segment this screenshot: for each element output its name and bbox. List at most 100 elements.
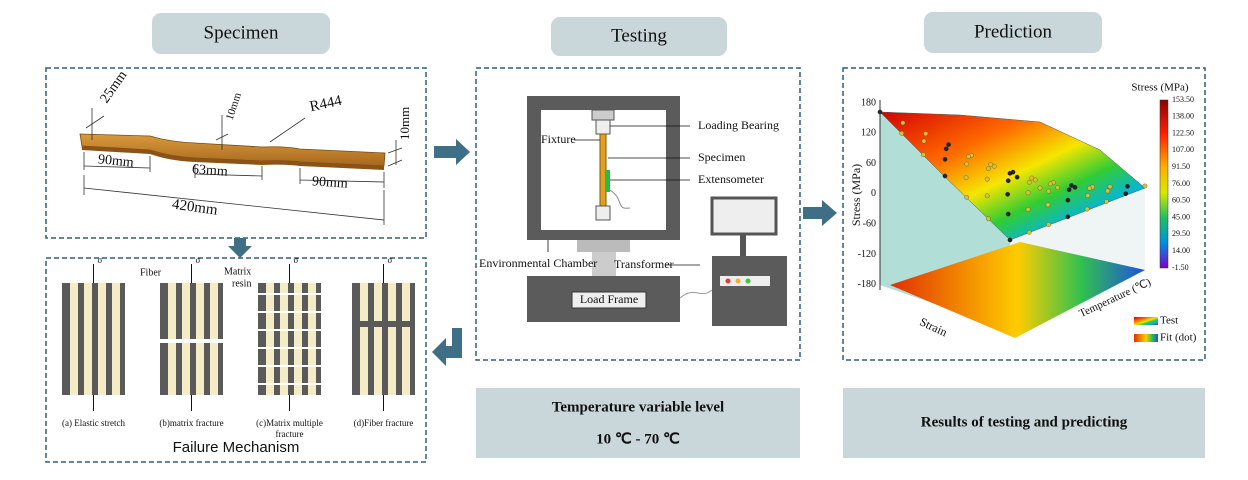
fiber (70, 283, 78, 395)
label: Loading Bearing (698, 118, 779, 132)
dot (1087, 185, 1092, 191)
label: resin (232, 278, 251, 289)
shape (299, 179, 385, 183)
failure-panels: σ (a) Elastic stretch σ (b)matrix fracture σ… (62, 255, 415, 439)
dot (1065, 197, 1071, 203)
dot (1048, 181, 1053, 187)
colorbar-tick-label: 138.00 (1172, 112, 1194, 121)
shape (83, 165, 151, 169)
surface (879, 111, 1146, 241)
dimension-label: 420mm (171, 197, 219, 219)
colorbar-tick-label: 45.00 (1172, 212, 1190, 221)
label: Transformer (614, 257, 674, 271)
crack (258, 293, 321, 295)
dot (1046, 188, 1051, 194)
z-tick-label: 120 (861, 128, 876, 139)
surface-plot (877, 99, 1169, 342)
header-pill (152, 13, 330, 54)
crack (258, 365, 321, 367)
cable (679, 289, 713, 299)
stress-symbol: σ (196, 255, 201, 265)
dot (1104, 199, 1109, 204)
shape (194, 173, 263, 177)
monitor-stand (740, 234, 746, 256)
specimen-drawing (79, 108, 403, 225)
crack (258, 347, 321, 349)
dimension-label: 10mm (397, 107, 412, 140)
dot (1045, 202, 1051, 208)
fiber (98, 283, 106, 395)
monitor (710, 196, 778, 236)
legend-label: Fit (dot) (1160, 332, 1197, 344)
header: Testing (611, 25, 667, 46)
caption: (c)Matrix multiple (256, 418, 323, 428)
header: Prediction (974, 21, 1053, 42)
dot (1026, 179, 1032, 185)
load-frame-label-box (571, 291, 647, 309)
label: Matrix (224, 266, 251, 277)
bearing (591, 109, 615, 121)
specimen-edge (80, 134, 384, 170)
controller (712, 256, 787, 326)
legend-swatch (1134, 317, 1158, 325)
dot (964, 194, 970, 200)
fiber (402, 283, 410, 321)
fiber (84, 283, 92, 395)
fiber (266, 283, 274, 395)
stress-symbol: σ (294, 255, 299, 265)
specimen-bar (599, 133, 607, 207)
floor-map (890, 242, 1145, 338)
dot (1065, 214, 1071, 220)
frame (666, 96, 680, 240)
dot (921, 138, 927, 144)
dot (964, 161, 970, 167)
dot (1066, 187, 1072, 193)
colorbar (1159, 99, 1169, 269)
led (725, 278, 731, 284)
shape (215, 133, 229, 141)
flow-arrow (432, 328, 462, 366)
label: Load Frame (580, 292, 638, 306)
flow-arrow (228, 238, 252, 258)
colorbar-tick-label: 76.00 (1172, 179, 1190, 188)
dot (899, 130, 905, 136)
dimension-label: 63mm (191, 162, 228, 179)
dot (1014, 174, 1020, 180)
label: Extensometer (698, 172, 764, 186)
dot (985, 166, 991, 172)
fiber (388, 283, 396, 321)
dimension-label: R444 (308, 93, 344, 116)
colorbar-tick-label: 91.50 (1172, 162, 1190, 171)
dot (1046, 222, 1051, 227)
dot (984, 176, 990, 182)
led (745, 278, 751, 284)
dot (943, 146, 949, 152)
cable (609, 189, 631, 209)
dimension-label: 10mm (224, 91, 244, 122)
crack (258, 329, 321, 331)
dot (1125, 183, 1130, 189)
caption: Temperature variable level (552, 399, 724, 415)
fiber (374, 327, 382, 395)
dot (1025, 207, 1031, 212)
z-tick-label: 0 (871, 188, 876, 199)
colorbar-tick-label: -1.50 (1172, 263, 1189, 272)
shape (83, 108, 403, 225)
caption: fracture (276, 429, 304, 439)
dot (963, 175, 969, 180)
dot (1007, 170, 1013, 176)
section-title: Failure Mechanism (173, 439, 300, 456)
dot (1085, 193, 1091, 198)
caption: (d)Fiber fracture (354, 418, 414, 428)
panel-frame (45, 257, 427, 463)
caption: (b)matrix fracture (159, 418, 223, 428)
dot (1107, 184, 1113, 190)
legend-label: Test (1160, 315, 1178, 327)
dot (1105, 188, 1110, 194)
dot (984, 193, 990, 199)
fiber (294, 283, 302, 395)
test-machine (527, 96, 787, 326)
dot (1037, 185, 1043, 191)
z-tick-label: 60 (866, 158, 876, 169)
